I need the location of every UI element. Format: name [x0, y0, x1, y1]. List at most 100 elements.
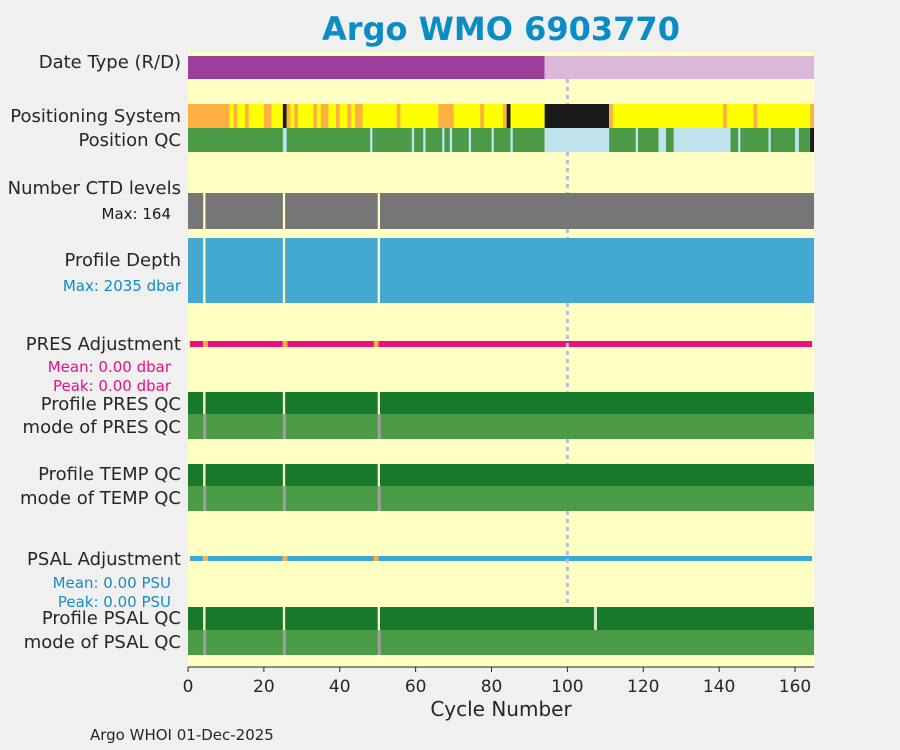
psal-adjustment-gap-0 [203, 556, 208, 561]
pres-adjustment-gap-2 [373, 341, 379, 347]
psal-adjustment-gap-2 [373, 556, 379, 561]
pres-mode-qc-gap-2 [377, 414, 381, 439]
position-qc-segment-5 [442, 128, 445, 152]
row-label-ctd-levels: Number CTD levels [7, 178, 181, 199]
psal-adjustment-mean: Mean: 0.00 PSU [52, 574, 171, 592]
pres-profile-qc-bar [188, 392, 814, 414]
profile-depth-gap-1 [282, 238, 286, 303]
pres-mode-qc-gap-1 [282, 414, 286, 439]
row-label-mode-temp-qc: mode of TEMP QC [19, 488, 181, 509]
position-qc-segment-0 [188, 128, 545, 152]
psal-profile-qc-gap-0 [203, 607, 206, 630]
positioning-segment-13 [396, 104, 401, 128]
pres-mode-qc-bar [188, 414, 814, 439]
row-label-mode-psal-qc: mode of PSAL QC [23, 632, 181, 653]
position-qc-segment-15 [738, 128, 741, 152]
position-qc-segment-4 [423, 128, 426, 152]
ctd-levels-gap-2 [377, 193, 380, 229]
positioning-segment-0 [188, 104, 230, 128]
positioning-segment-11 [347, 104, 352, 128]
pres-profile-qc-gap-2 [377, 392, 380, 414]
x-tick-label-60: 60 [405, 677, 427, 697]
positioning-segment-7 [294, 104, 299, 128]
x-tick-label-100: 100 [551, 677, 583, 697]
psal-profile-qc-gap-1 [282, 607, 286, 630]
positioning-segment-22 [753, 104, 758, 128]
temp-mode-qc-gap-2 [377, 486, 381, 511]
temp-profile-qc-gap-0 [203, 464, 206, 486]
pres-adjustment-gap-0 [203, 341, 208, 347]
pres-adjustment-line-1 [207, 341, 283, 347]
position-qc-segment-7 [468, 128, 472, 152]
date-type-segment-0 [188, 56, 545, 79]
psal-mode-qc-gap-1 [282, 630, 286, 655]
psal-adjustment-line-0 [189, 556, 204, 561]
positioning-segment-17 [506, 104, 511, 128]
positioning-segment-6 [286, 104, 291, 128]
positioning-segment-16 [502, 104, 507, 128]
psal-profile-qc-gap-2 [377, 607, 380, 630]
ctd-levels-bar [188, 193, 814, 229]
positioning-segment-23 [810, 104, 814, 128]
psal-adjustment-peak: Peak: 0.00 PSU [57, 593, 171, 611]
x-tick-label-0: 0 [183, 677, 194, 697]
positioning-segment-9 [320, 104, 329, 128]
position-qc-segment-9 [510, 128, 513, 152]
profile-depth-gap-0 [203, 238, 206, 303]
positioning-segment-18 [544, 104, 610, 128]
temp-profile-qc-gap-1 [282, 464, 286, 486]
plot-background [188, 52, 814, 667]
pres-adjustment-gap-1 [282, 341, 288, 347]
positioning-segment-4 [263, 104, 272, 128]
pres-profile-qc-gap-0 [203, 392, 206, 414]
x-tick-label-120: 120 [627, 677, 659, 697]
positioning-segment-19 [609, 104, 814, 128]
pres-adjustment-line-0 [189, 341, 204, 347]
row-label-profile-depth: Profile Depth [64, 250, 181, 271]
position-qc-segment-8 [491, 128, 494, 152]
positioning-segment-12 [354, 104, 363, 128]
profile-depth-bar [188, 238, 814, 303]
position-qc-segment-10 [544, 128, 610, 152]
profile-depth-gap-2 [377, 238, 380, 303]
positioning-segment-5 [282, 104, 287, 128]
psal-mode-qc-gap-2 [377, 630, 381, 655]
position-qc-segment-18 [810, 128, 814, 152]
positioning-segment-8 [313, 104, 317, 128]
temp-mode-qc-gap-0 [203, 486, 207, 511]
positioning-segment-21 [722, 104, 727, 128]
profile-depth-max: Max: 2035 dbar [62, 277, 181, 295]
position-qc-segment-2 [370, 128, 373, 152]
row-label-mode-pres-qc: mode of PRES QC [22, 417, 181, 438]
position-qc-segment-6 [449, 128, 453, 152]
position-qc-segment-1 [282, 128, 287, 152]
positioning-segment-1 [229, 104, 545, 128]
positioning-segment-15 [480, 104, 484, 128]
positioning-segment-10 [335, 104, 340, 128]
psal-profile-qc-bar [188, 607, 814, 630]
ctd-levels-max: Max: 164 [101, 205, 171, 223]
x-tick-label-20: 20 [253, 677, 275, 697]
psal-adjustment-line-2 [287, 556, 374, 561]
x-tick-label-80: 80 [481, 677, 503, 697]
psal-mode-qc-bar [188, 630, 814, 655]
row-label-pres-adjustment: PRES Adjustment [25, 334, 181, 355]
temp-profile-qc-bar [188, 464, 814, 486]
temp-profile-qc-gap-2 [377, 464, 380, 486]
x-tick-label-160: 160 [779, 677, 811, 697]
positioning-segment-2 [233, 104, 238, 128]
psal-adjustment-line-3 [378, 556, 813, 561]
psal-mode-qc-gap-0 [203, 630, 207, 655]
row-label-positioning: Positioning System [10, 106, 181, 127]
position-qc-segment-13 [658, 128, 667, 152]
temp-mode-qc-gap-1 [282, 486, 286, 511]
position-qc-segment-16 [768, 128, 771, 152]
row-label-profile-temp-qc: Profile TEMP QC [38, 464, 181, 485]
position-qc-segment-3 [411, 128, 415, 152]
row-label-profile-psal-qc: Profile PSAL QC [41, 608, 181, 629]
x-axis-label: Cycle Number [430, 697, 572, 721]
position-qc-segment-14 [673, 128, 731, 152]
positioning-segment-20 [609, 104, 613, 128]
footer-credit: Argo WHOI 01-Dec-2025 [90, 726, 274, 744]
